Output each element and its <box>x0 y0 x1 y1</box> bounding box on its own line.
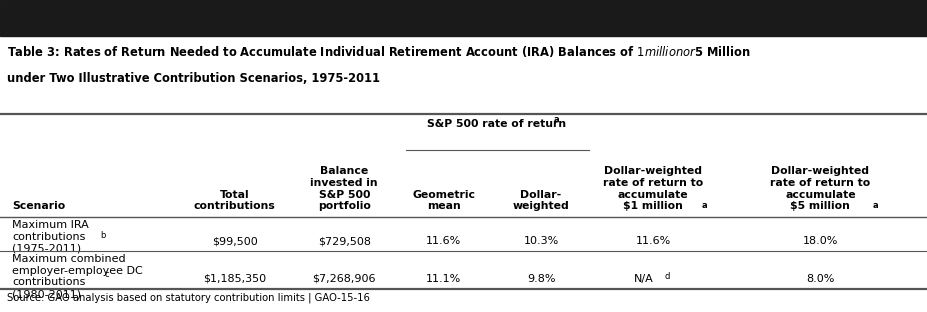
Text: Source: GAO analysis based on statutory contribution limits | GAO-15-16: Source: GAO analysis based on statutory … <box>7 293 370 303</box>
Text: Total
contributions: Total contributions <box>194 190 275 211</box>
Text: d: d <box>664 272 669 281</box>
Text: c: c <box>105 270 109 279</box>
Text: N/A: N/A <box>633 274 654 284</box>
Text: Dollar-weighted
rate of return to
accumulate
$1 million: Dollar-weighted rate of return to accumu… <box>603 166 703 211</box>
Text: 8.0%: 8.0% <box>806 274 833 284</box>
Text: 18.0%: 18.0% <box>802 236 837 246</box>
Text: 11.6%: 11.6% <box>425 236 461 246</box>
Text: $1,185,350: $1,185,350 <box>203 274 266 284</box>
Text: 9.8%: 9.8% <box>527 274 554 284</box>
Bar <box>0 0 927 36</box>
Text: $99,500: $99,500 <box>211 236 258 246</box>
Text: S&P 500 rate of return: S&P 500 rate of return <box>426 119 565 129</box>
Text: Maximum IRA
contributions
(1975-2011): Maximum IRA contributions (1975-2011) <box>12 220 89 253</box>
Text: b: b <box>100 231 106 240</box>
Text: Maximum combined
employer-employee DC
contributions
(1980-2011): Maximum combined employer-employee DC co… <box>12 254 143 299</box>
Text: Scenario: Scenario <box>12 201 65 211</box>
Text: Dollar-weighted
rate of return to
accumulate
$5 million: Dollar-weighted rate of return to accumu… <box>769 166 870 211</box>
Text: Balance
invested in
S&P 500
portfolio: Balance invested in S&P 500 portfolio <box>311 166 377 211</box>
Text: 11.1%: 11.1% <box>425 274 461 284</box>
Text: Dollar-
weighted: Dollar- weighted <box>512 190 569 211</box>
Text: $7,268,906: $7,268,906 <box>312 274 375 284</box>
Text: a: a <box>553 115 559 124</box>
Text: a: a <box>871 201 877 210</box>
Text: Geometric
mean: Geometric mean <box>412 190 475 211</box>
Text: 10.3%: 10.3% <box>523 236 558 246</box>
Text: under Two Illustrative Contribution Scenarios, 1975-2011: under Two Illustrative Contribution Scen… <box>7 72 380 85</box>
Text: 11.6%: 11.6% <box>635 236 670 246</box>
Text: Table 3: Rates of Return Needed to Accumulate Individual Retirement Account (IRA: Table 3: Rates of Return Needed to Accum… <box>7 44 750 59</box>
Text: a: a <box>701 201 706 210</box>
Text: $729,508: $729,508 <box>317 236 371 246</box>
